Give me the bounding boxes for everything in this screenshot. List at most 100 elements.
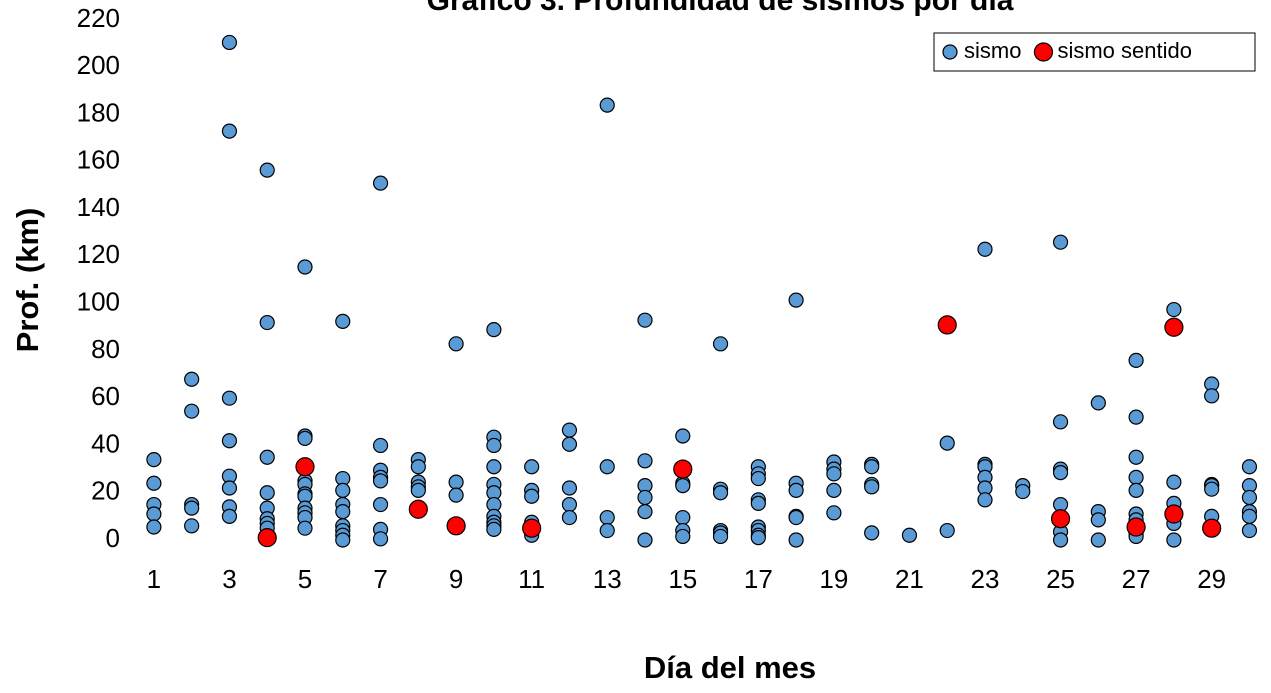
x-tick-label: 11 — [518, 564, 545, 594]
point — [448, 336, 464, 352]
point — [675, 509, 691, 526]
point — [522, 518, 542, 538]
point — [259, 314, 275, 331]
point — [146, 506, 162, 522]
point — [1241, 508, 1258, 524]
point — [561, 436, 578, 452]
point — [788, 292, 804, 308]
point — [1050, 509, 1071, 529]
point — [599, 459, 615, 475]
point — [486, 322, 502, 338]
point — [1128, 449, 1144, 465]
point — [675, 428, 691, 444]
point — [1204, 388, 1220, 404]
x-tick-label: 29 — [1197, 564, 1226, 594]
point — [750, 495, 766, 511]
point — [561, 496, 578, 513]
point — [372, 437, 389, 454]
point — [1126, 517, 1146, 537]
point — [335, 482, 351, 498]
point — [335, 504, 351, 520]
point — [1241, 459, 1258, 475]
point — [486, 459, 502, 475]
point — [637, 504, 653, 520]
x-tick-label: 5 — [298, 564, 312, 594]
point — [599, 509, 615, 526]
point — [1204, 481, 1220, 497]
point — [673, 459, 693, 479]
x-tick-label: 9 — [449, 564, 463, 594]
point — [335, 532, 351, 548]
point — [788, 532, 804, 548]
point — [1052, 465, 1069, 481]
y-tick-label: 0 — [106, 523, 120, 553]
y-tick-label: 140 — [77, 192, 120, 222]
point — [257, 528, 277, 548]
point — [1202, 518, 1222, 538]
point — [408, 499, 428, 519]
point — [1128, 469, 1144, 485]
point — [939, 522, 955, 539]
y-tick-label: 120 — [77, 239, 120, 269]
x-tick-label: 1 — [147, 564, 161, 594]
point — [184, 500, 200, 516]
point — [259, 485, 275, 501]
point — [410, 459, 426, 475]
point — [637, 453, 653, 469]
point — [826, 505, 842, 521]
point — [297, 259, 313, 275]
point — [1128, 352, 1144, 368]
point — [1090, 395, 1106, 411]
point — [712, 528, 729, 545]
point — [1164, 504, 1184, 524]
y-tick-label: 220 — [77, 3, 120, 33]
legend-label: sismo sentido — [1057, 38, 1192, 63]
legend-marker — [942, 44, 958, 60]
point — [184, 403, 200, 419]
point — [259, 449, 275, 465]
point — [977, 492, 993, 508]
point — [1241, 489, 1258, 506]
y-axis-label: Prof. (km) — [10, 208, 45, 353]
legend-label: sismo — [964, 38, 1021, 63]
y-tick-label: 100 — [77, 287, 120, 317]
x-tick-label: 13 — [593, 564, 622, 594]
point — [448, 474, 464, 490]
point — [221, 390, 238, 406]
y-tick-label: 200 — [77, 50, 120, 80]
point — [297, 430, 313, 446]
point — [561, 509, 578, 526]
point — [524, 459, 540, 475]
point — [675, 528, 691, 545]
point — [977, 241, 993, 257]
x-tick-label: 27 — [1122, 564, 1151, 594]
point — [675, 478, 691, 494]
point — [1166, 532, 1182, 548]
x-tick-label: 19 — [819, 564, 848, 594]
point — [221, 433, 238, 449]
point — [1090, 512, 1106, 528]
point — [221, 508, 238, 524]
point — [1090, 532, 1106, 548]
point — [486, 437, 502, 454]
point — [750, 470, 766, 487]
x-axis-label: Día del mes — [644, 650, 816, 685]
point — [448, 487, 464, 503]
x-tick-label: 25 — [1046, 564, 1075, 594]
point — [1241, 522, 1258, 539]
point — [637, 312, 653, 328]
point — [1128, 482, 1144, 498]
point — [221, 123, 238, 139]
point — [750, 530, 766, 546]
x-tick-label: 17 — [744, 564, 773, 594]
point — [864, 525, 880, 541]
point — [826, 482, 842, 498]
point — [561, 422, 578, 438]
legend-box — [933, 32, 1256, 72]
point — [939, 435, 955, 451]
x-tick-label: 21 — [895, 564, 924, 594]
point — [937, 315, 957, 335]
point — [864, 479, 880, 495]
point — [1128, 409, 1144, 425]
